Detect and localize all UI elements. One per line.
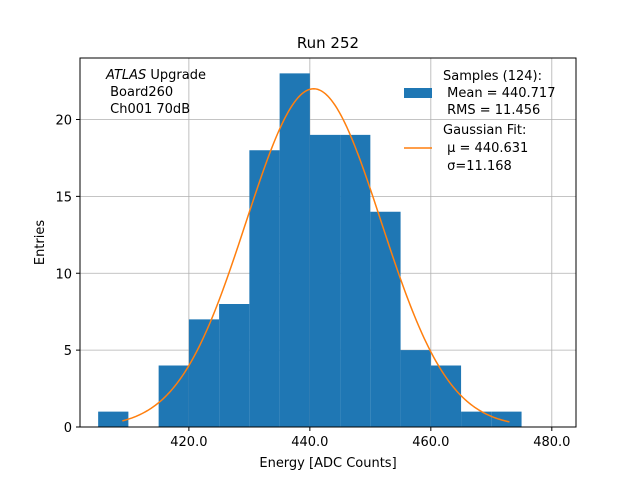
histogram-bar-0 [98, 411, 129, 427]
y-axis-ticks: 0 5 10 15 20 [55, 114, 80, 436]
annotation-atlas-word: ATLAS [105, 68, 146, 83]
legend-fit-line-3: σ=11.168 [443, 159, 512, 174]
y-tick-label-4: 20 [55, 114, 72, 129]
histogram-bar-10 [400, 350, 431, 427]
annotation-line-2: Board260 [106, 85, 173, 100]
annotation-line-3: Ch001 70dB [106, 102, 190, 117]
x-tick-label-2: 460.0 [412, 435, 449, 450]
y-tick-label-0: 0 [64, 421, 72, 436]
histogram-bar-2 [158, 365, 189, 427]
atlas-annotation: ATLAS Upgrade Board260 Ch001 70dB [105, 68, 206, 117]
histogram-bar-8 [340, 134, 371, 427]
gaussian-fit-curve [122, 87, 510, 423]
y-axis-label: Entries [33, 220, 48, 266]
plot-frame [79, 57, 577, 428]
histogram-bar-7 [309, 134, 341, 427]
y-tick-label-1: 5 [64, 344, 72, 359]
chart-title: Run 252 [297, 34, 359, 52]
legend-samples-line-3: RMS = 11.456 [443, 103, 540, 118]
annotation-upgrade-word: Upgrade [146, 68, 206, 83]
legend-fit-line-2: μ = 440.631 [443, 141, 528, 156]
x-tick-label-3: 480.0 [533, 435, 570, 450]
x-tick-label-0: 420.0 [170, 435, 207, 450]
legend-samples-line-1: Samples (124): [443, 69, 542, 84]
x-axis-label: Energy [ADC Counts] [259, 456, 396, 471]
histogram-bar-9 [370, 211, 401, 427]
histogram-bar-6 [279, 73, 310, 427]
histogram-bar-12 [461, 411, 492, 427]
annotation-line-1: ATLAS Upgrade [105, 68, 206, 83]
y-tick-label-3: 15 [55, 190, 72, 205]
histogram-bars [98, 73, 522, 427]
legend-samples-line-2: Mean = 440.717 [443, 86, 555, 101]
legend-samples-swatch [404, 88, 432, 98]
legend: Samples (124): Mean = 440.717 RMS = 11.4… [404, 69, 555, 174]
histogram-bar-4 [219, 304, 250, 427]
histogram-bar-13 [491, 411, 522, 427]
y-tick-label-2: 10 [55, 267, 72, 282]
x-tick-label-1: 440.0 [291, 435, 328, 450]
legend-fit-line-1: Gaussian Fit: [443, 123, 526, 138]
histogram-bar-5 [249, 150, 280, 427]
histogram-bar-11 [430, 365, 462, 427]
gaussian-fit [122, 87, 510, 423]
x-axis-ticks: 420.0 440.0 460.0 480.0 [170, 427, 570, 450]
